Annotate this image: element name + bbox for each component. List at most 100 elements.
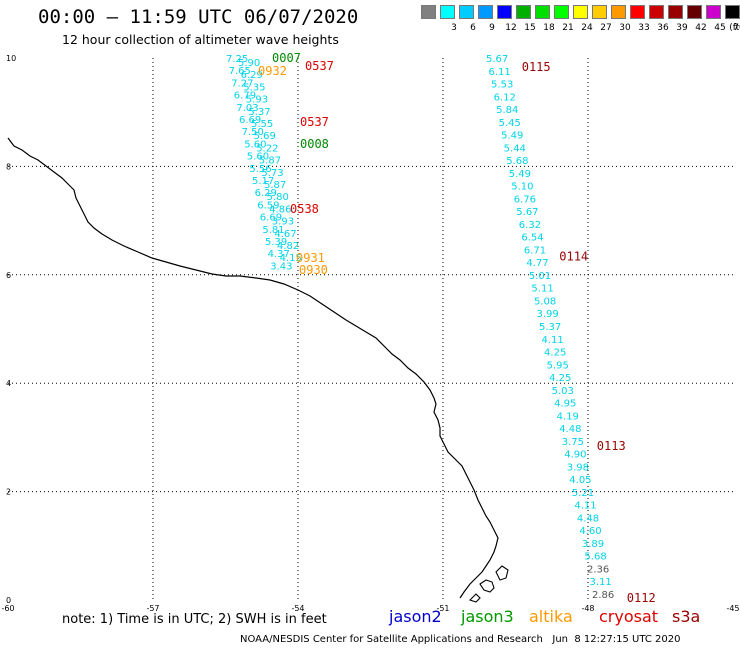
colorbar-swatch	[440, 5, 455, 19]
swh-value: 5.03	[552, 386, 574, 397]
swh-value: 4.25	[549, 373, 571, 384]
lat-tick-label: 8	[6, 162, 11, 171]
swh-value: 5.11	[531, 284, 553, 295]
swh-value: 5.39	[265, 237, 287, 248]
pass-time-label: 0932	[258, 64, 287, 78]
swh-value: 5.55	[251, 119, 273, 130]
swh-value: 3.89	[582, 539, 604, 550]
swh-value: 4.19	[557, 411, 579, 422]
colorbar-label: 9	[489, 23, 495, 33]
lon-tick-label: -54	[291, 604, 304, 613]
swh-value: 3.43	[270, 261, 292, 272]
swh-value: 5.49	[509, 169, 531, 180]
swh-value: 3.98	[567, 462, 589, 473]
swh-value: 3.99	[536, 309, 558, 320]
swh-value: 4.25	[544, 348, 566, 359]
colorbar-swatch	[421, 5, 436, 19]
swh-value: 6.59	[257, 200, 279, 211]
swh-value: 6.11	[489, 67, 511, 78]
pass-time-label: 0113	[597, 439, 626, 453]
colorbar-swatch	[706, 5, 721, 19]
pass-time-label: 0930	[299, 263, 328, 277]
swh-value: 7.03	[236, 103, 258, 114]
pass-time-label: 0537	[305, 59, 334, 73]
swh-value: 5.49	[501, 131, 523, 142]
lat-tick-label: 4	[6, 379, 11, 388]
colorbar-label: 30	[619, 23, 631, 33]
colorbar-label: 42	[695, 23, 707, 33]
lon-tick-label: -60	[1, 604, 14, 613]
swh-value: 6.79	[234, 91, 256, 102]
pass-time-label: 0114	[559, 250, 588, 264]
swh-value: 5.67	[486, 54, 508, 65]
swh-value: 6.71	[524, 245, 546, 256]
lat-tick-label: 10	[6, 54, 16, 63]
swh-value: 6.69	[239, 115, 261, 126]
colorbar-label: 21	[562, 23, 574, 33]
swh-value: 5.37	[539, 322, 561, 333]
swh-value: 5.80	[267, 192, 289, 203]
colorbar-label: 3	[451, 23, 457, 33]
coastline	[7, 137, 499, 599]
lat-tick-label: 0	[6, 596, 11, 605]
pass-time-label: 0112	[627, 591, 656, 605]
swh-value: 3.93	[272, 217, 294, 228]
map-subtitle: 12 hour collection of altimeter wave hei…	[62, 32, 339, 47]
lon-tick-label: -45	[726, 604, 739, 613]
swh-value: 5.08	[534, 296, 556, 307]
colorbar-label: 45	[714, 23, 726, 33]
swh-value: 7.27	[231, 78, 253, 89]
swh-value: 5.84	[496, 105, 518, 116]
colorbar-swatch	[592, 5, 607, 19]
lon-tick-label: -57	[146, 604, 159, 613]
swh-value: 4.82	[277, 241, 299, 252]
swh-value: 4.48	[577, 513, 599, 524]
pass-time-label: 0931	[296, 251, 325, 265]
swh-value: 4.95	[554, 399, 576, 410]
swh-value: 3.75	[562, 437, 584, 448]
pass-time-label: 0538	[290, 202, 319, 216]
map-title: 00:00 — 11:59 UTC 06/07/2020	[38, 6, 359, 28]
swh-value: 6.54	[521, 233, 543, 244]
swh-value: 5.37	[248, 107, 270, 118]
pass-time-label: 0115	[522, 60, 551, 74]
colorbar-unit: (ft)	[729, 23, 740, 33]
colorbar-swatch	[630, 5, 645, 19]
colorbar-label: 36	[657, 23, 669, 33]
swh-value: 4.60	[579, 526, 601, 537]
swh-value: 5.10	[511, 182, 533, 193]
colorbar-label: 18	[543, 23, 555, 33]
axis-tick-labels: -60 -57 -54 -51 -48 -45 0 2 4 6 8 10	[1, 54, 739, 613]
swh-value: 5.53	[491, 80, 513, 91]
satellite-altika: altika	[529, 607, 573, 626]
swh-value: 5.68	[506, 156, 528, 167]
swh-value: 2.86	[592, 590, 614, 601]
colorbar-swatch	[478, 5, 493, 19]
swh-value: 5.22	[256, 143, 278, 154]
credit-line: NOAA/NESDIS Center for Satellite Applica…	[240, 634, 681, 645]
swh-value: 5.60	[247, 152, 269, 163]
swh-value: 5.44	[504, 143, 526, 154]
colorbar-label: 27	[600, 23, 612, 33]
swh-value: 5.67	[516, 207, 538, 218]
pass-time-label: 0008	[300, 137, 329, 151]
lat-tick-label: 2	[6, 488, 11, 497]
swh-value: 2.36	[587, 564, 609, 575]
swh-value: 5.73	[261, 168, 283, 179]
swh-value: 6.12	[494, 92, 516, 103]
swh-value: 7.50	[242, 127, 264, 138]
swh-value: 4.90	[564, 450, 586, 461]
swh-value: 5.35	[243, 82, 265, 93]
footer-note: note: 1) Time is in UTC; 2) SWH is in fe…	[62, 612, 327, 627]
swh-value: 6.32	[519, 220, 541, 231]
swh-value: 7.65	[229, 66, 251, 77]
altimeter-tracks: 5.676.115.536.125.845.455.495.445.685.49…	[226, 51, 656, 605]
swh-value: 5.69	[254, 131, 276, 142]
colorbar-label: 15	[524, 23, 536, 33]
colorbar-swatch	[668, 5, 683, 19]
swh-value: 5.81	[262, 225, 284, 236]
swh-value: 5.87	[264, 180, 286, 191]
colorbar-swatch	[497, 5, 512, 19]
